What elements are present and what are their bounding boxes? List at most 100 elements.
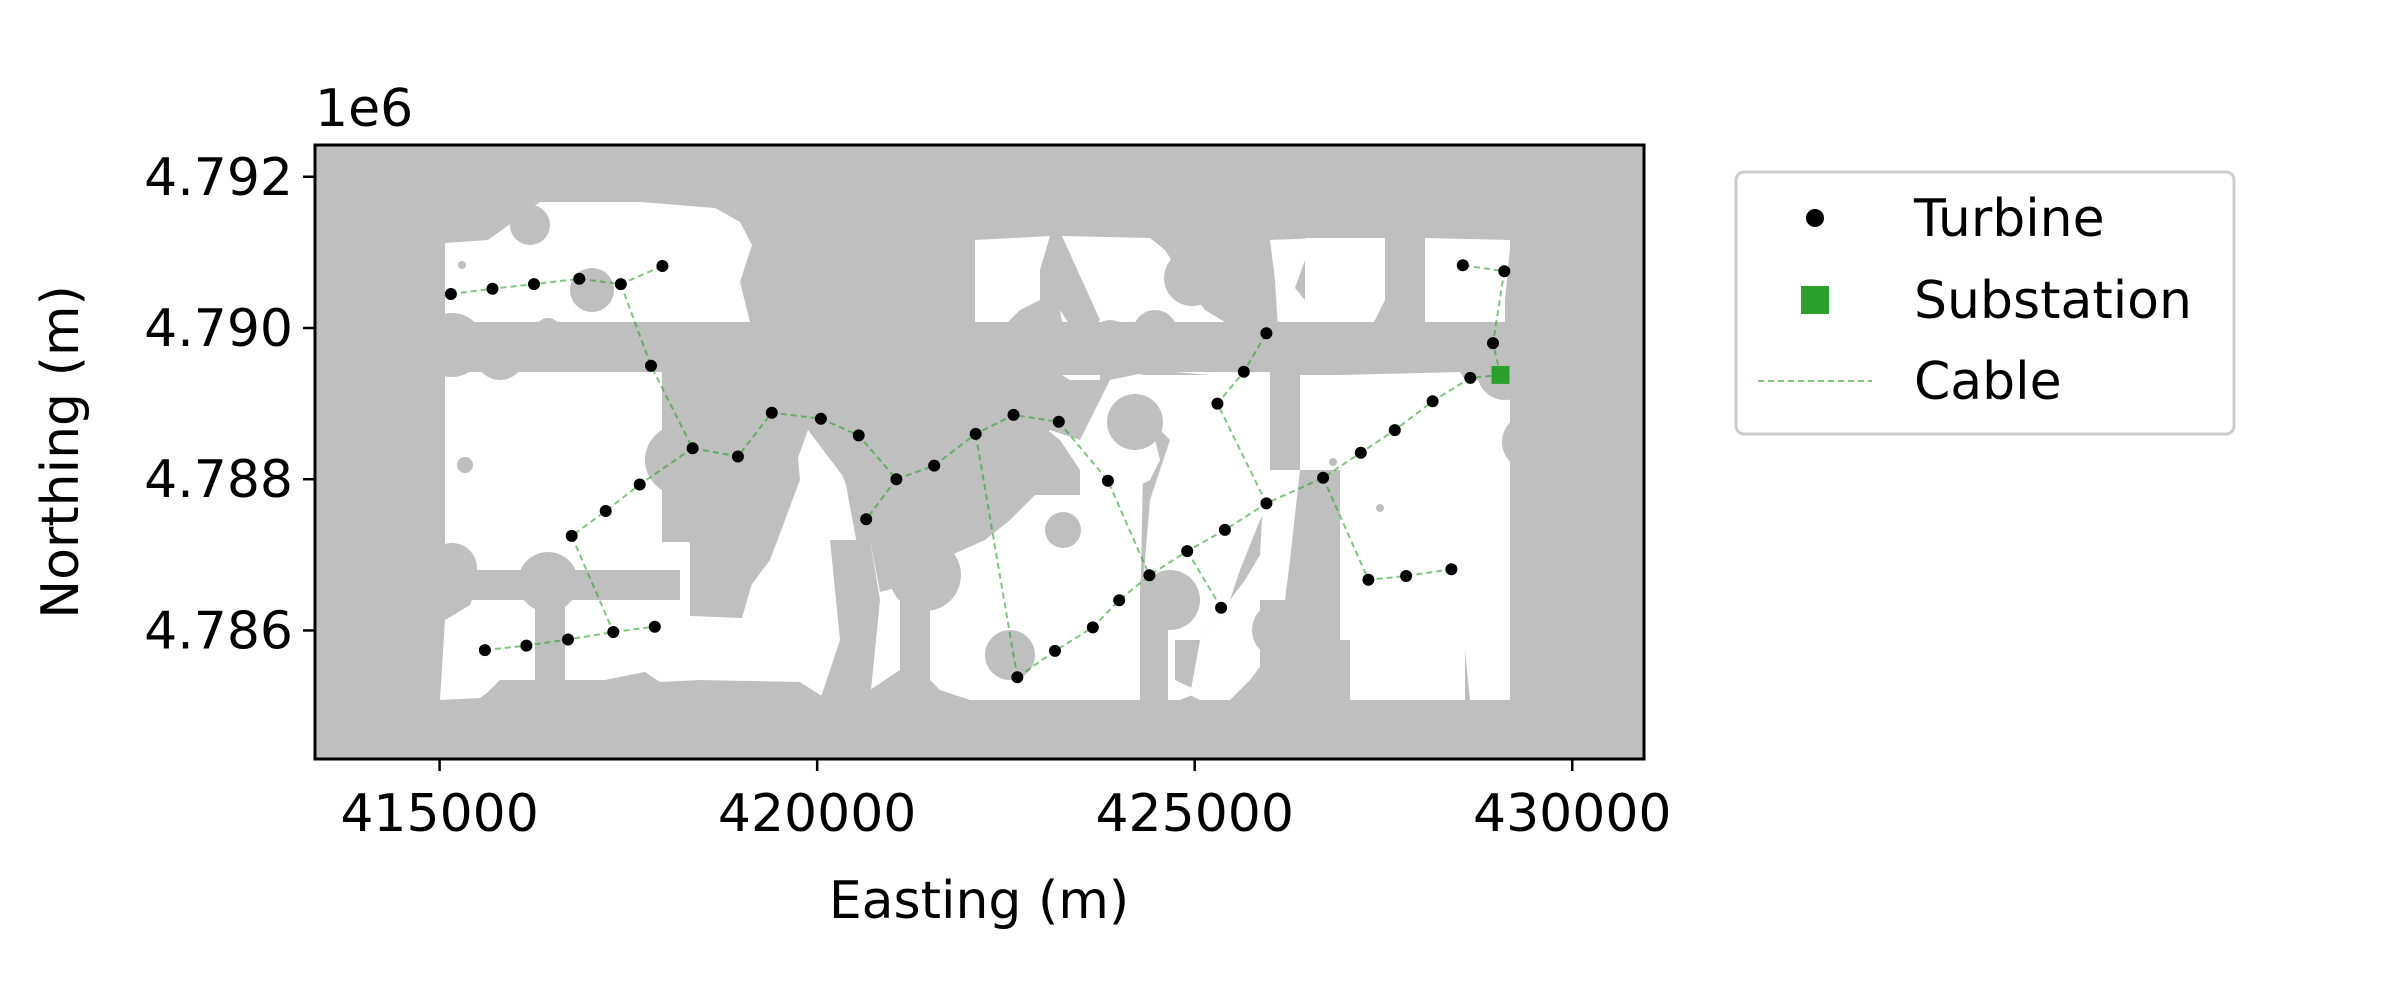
legend-substation-label: Substation [1914,271,2192,331]
exclusion-disc-9 [985,630,1035,680]
turbine-31 [1113,594,1126,607]
turbine-38 [1354,446,1367,459]
available-area-region-f [1425,238,1510,345]
y-tick-label-3: 4.790 [144,299,293,359]
turbine-19 [1101,474,1114,487]
exclusion-wedge-4 [975,400,1080,495]
cable-5 [570,447,694,633]
exclusion-disc-11 [1107,394,1163,450]
turbine-3 [528,278,540,291]
cable-3 [865,478,898,520]
exclusion-disc-21 [457,457,473,473]
exclusion-disc-7 [889,539,961,611]
exclusion-wedge-5 [1050,236,1100,340]
exclusion-zones [420,205,1644,734]
turbine-49 [1400,570,1413,582]
turbine-48 [1362,573,1375,586]
available-area-region-j [1062,375,1100,380]
exclusion-disc-27 [1045,512,1081,548]
turbine-8 [686,442,699,455]
exclusion-disc-3 [536,318,560,342]
y-tick-label-1: 4.786 [144,601,293,661]
turbine-5 [614,278,627,291]
exclusion-disc-6 [427,543,477,593]
turbine-17 [1007,408,1020,421]
turbine-16 [969,427,982,440]
exclusion-disc-8 [930,395,990,455]
turbine-18 [1052,415,1065,428]
exclusion-corridor-vertical-3 [1510,238,1644,708]
cable-11 [1322,477,1452,581]
turbines-layer [444,259,1511,684]
available-area-region-h [1295,375,1340,470]
turbine-32 [1143,569,1156,582]
cable-10 [1216,332,1268,504]
x-tick-label-1: 415000 [340,784,539,844]
exclusion-disc-25 [458,261,466,269]
turbine-12 [852,429,865,442]
cable-1 [450,265,663,295]
turbine-40 [1426,395,1439,408]
y-tick-label-4: 4.792 [144,148,293,208]
exclusion-disc-19 [1133,310,1177,354]
turbine-20 [633,478,646,491]
turbine-42 [1487,337,1499,350]
exclusion-corridor-horizontal-1 [440,322,1520,372]
turbine-33 [1181,545,1194,558]
turbine-6 [656,260,669,272]
turbine-25 [562,633,574,646]
turbine-46 [1237,365,1250,378]
turbine-15 [928,459,941,472]
x-axis-ticks: 415000 420000 425000 430000 [340,759,1672,844]
legend-cable-label: Cable [1914,352,2062,412]
exclusion-disc-4 [645,425,715,495]
turbine-26 [607,626,620,638]
y-offset-label: 1e6 [315,79,413,139]
turbine-4 [573,272,586,285]
turbine-50 [1445,563,1458,576]
available-area-region-b [440,366,1200,700]
turbine-44 [1456,259,1469,272]
turbine-39 [1388,424,1401,437]
turbine-2 [486,282,499,295]
turbine-14 [860,513,873,526]
turbine-30 [1086,621,1099,634]
turbine-43 [1498,265,1511,278]
turbine-22 [565,529,578,542]
turbine-34 [1218,523,1231,536]
turbine-27 [648,620,661,633]
turbine-24 [520,639,533,652]
exclusion-disc-16 [1502,414,1558,470]
legend-box [1734,170,2236,436]
x-tick-label-2: 420000 [718,784,917,844]
exclusion-disc-22 [1248,311,1256,319]
legend: Turbine Substation Cable [1734,170,2236,436]
legend-substation-marker [1801,286,1829,314]
y-tick-label-2: 4.788 [144,450,293,510]
exclusion-disc-20 [510,205,550,245]
x-tick-label-3: 425000 [1095,784,1294,844]
exclusion-disc-10 [910,307,980,377]
turbine-28 [1011,671,1024,684]
exclusion-corridor-vertical-7 [535,600,565,700]
axes-frame [313,143,1646,761]
legend-turbine-label: Turbine [1913,189,2105,249]
legend-turbine-marker [1806,209,1824,227]
cable-2 [619,283,898,480]
exclusion-wedge-1 [740,370,800,600]
turbine-21 [599,505,612,517]
turbine-36 [1215,601,1228,614]
y-axis-ticks: 4.786 4.788 4.790 4.792 [144,148,315,661]
exclusion-disc-24 [1376,504,1384,512]
substation-layer [1491,365,1510,384]
turbine-35 [1260,497,1273,510]
exclusion-disc-5 [518,552,578,612]
exclusion-corridor-vertical-2 [1270,330,1300,470]
cable-8 [1186,550,1222,609]
turbine-13 [890,473,903,486]
turbine-37 [1317,471,1330,484]
exclusion-disc-18 [913,690,957,734]
exclusion-disc-2 [475,330,525,380]
